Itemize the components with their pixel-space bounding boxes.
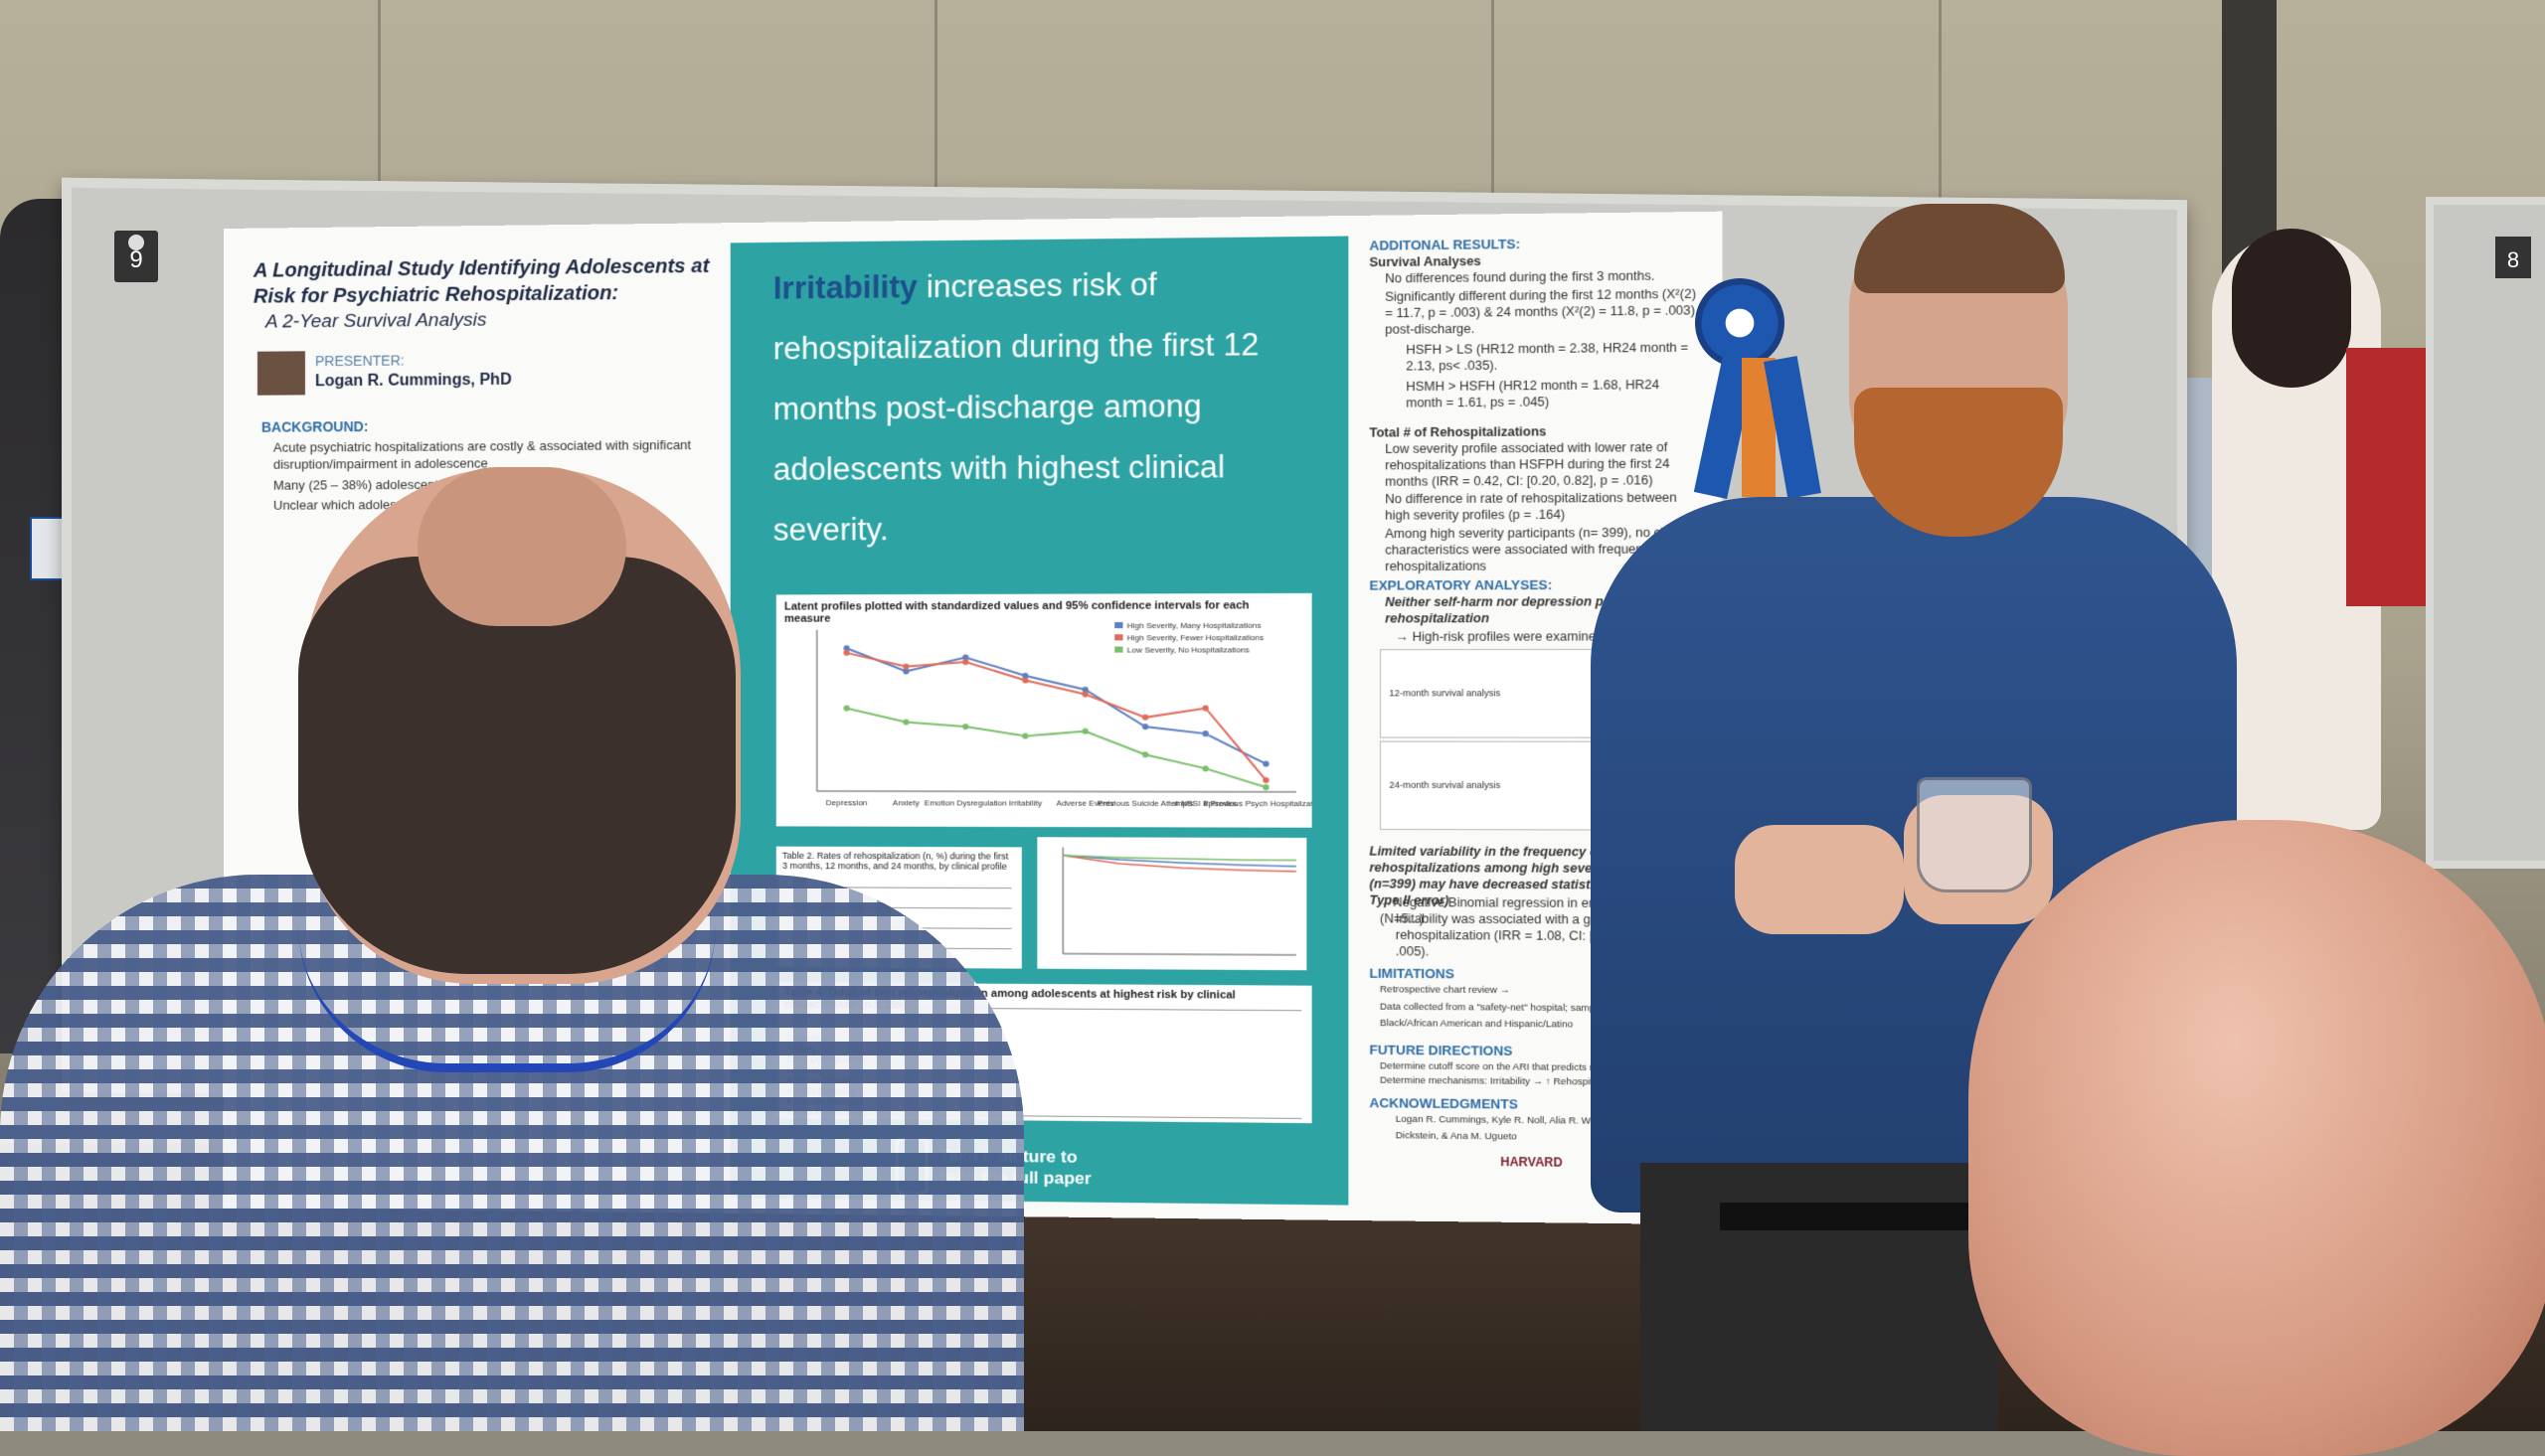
next-board-number: 8 <box>2495 237 2531 278</box>
background-person-hair <box>2232 229 2351 388</box>
background-person-red <box>2346 348 2426 606</box>
x-axis <box>817 791 1296 792</box>
latent-profile-figure: Latent profiles plotted with standardize… <box>776 593 1312 828</box>
legend-swatch <box>1114 647 1122 653</box>
legend-swatch <box>1114 634 1122 640</box>
key-finding-highlight: Irritability <box>773 269 918 306</box>
future-directions-heading: FUTURE DIRECTIONS <box>1369 1043 1512 1059</box>
survival-bullet: HSMH > HSFH (HR12 month = 1.68, HR24 mon… <box>1406 377 1690 411</box>
data-point <box>843 706 849 712</box>
series-line <box>847 648 1267 764</box>
exploratory-heading: EXPLORATORY ANALYSES: <box>1369 577 1552 593</box>
legend-swatch <box>1114 622 1122 628</box>
data-point <box>1263 784 1269 790</box>
data-point <box>843 650 849 656</box>
data-point <box>962 724 968 729</box>
presenter-hair <box>1854 204 2065 293</box>
key-finding-line-4: adolescents with highest clinical <box>773 449 1225 488</box>
data-point <box>1022 732 1028 738</box>
data-point <box>903 719 909 725</box>
table-2-caption: Table 2. Rates of rehospitalization (n, … <box>782 851 1016 872</box>
x-tick-label: Depression <box>826 798 868 807</box>
x-tick-label: Emotion Dysregulation <box>925 798 1007 807</box>
total-rehosp-heading: Total # of Rehospitalizations <box>1369 423 1546 441</box>
x-tick-label: Irritability <box>1009 798 1042 807</box>
board-number: 9 <box>129 246 142 273</box>
data-point <box>962 659 968 665</box>
presenter-name: Logan R. Cummings, PhD <box>315 372 512 392</box>
key-finding-text: increases risk of <box>927 266 1157 304</box>
x-tick-label: # Previous Psych Hospitalizations <box>1204 799 1312 808</box>
pushpin-icon <box>128 235 144 250</box>
total-bullet: Low severity profile associated with low… <box>1385 439 1701 490</box>
harvard-logo: HARVARD <box>1500 1154 1562 1171</box>
acknowledgments-heading: ACKNOWLEDGMENTS <box>1369 1095 1517 1112</box>
survival-curve-chart <box>1037 837 1306 970</box>
board-number-tag: 9 <box>114 231 158 282</box>
x-tick-label: Anxiety <box>893 798 920 807</box>
data-point <box>1263 761 1269 767</box>
limitations-heading: LIMITATIONS <box>1369 966 1453 982</box>
data-point <box>1203 730 1209 736</box>
legend-entry: High Severity, Many Hospitalizations <box>1127 621 1262 631</box>
data-point <box>1022 678 1028 684</box>
next-poster-board <box>2426 197 2545 869</box>
survival-bullet: Significantly different during the first… <box>1385 285 1701 337</box>
latent-profile-chart: Depression Anxiety Emotion Dysregulation Ir… <box>776 613 1312 827</box>
key-finding-line-3: months post-discharge among <box>773 389 1202 428</box>
data-point <box>1083 691 1089 697</box>
audience-member-bald-head <box>1968 820 2545 1456</box>
award-ribbon-rosette <box>1695 278 1784 368</box>
key-finding-line-5: severity. <box>773 512 889 549</box>
box-label: 24-month survival analysis <box>1389 777 1500 794</box>
poster-subtitle: A 2-Year Survival Analysis <box>265 309 486 333</box>
legend-entry: Low Severity, No Hospitalizations <box>1127 645 1250 654</box>
background-heading: BACKGROUND: <box>261 418 369 435</box>
data-point <box>903 664 909 670</box>
presenter-label: PRESENTER: <box>315 352 405 369</box>
balding-scalp <box>418 467 626 626</box>
presenter-hand <box>1735 825 1904 934</box>
data-point <box>1083 728 1089 734</box>
legend-entry: High Severity, Fewer Hospitalizations <box>1127 633 1265 642</box>
additional-results-heading: ADDITONAL RESULTS: <box>1369 237 1520 253</box>
box-label: 12-month survival analysis <box>1389 685 1500 702</box>
data-point <box>1142 751 1148 757</box>
key-finding-line-2: rehospitalization during the first 12 <box>773 327 1260 368</box>
data-point <box>1142 724 1148 729</box>
presenter-photo <box>257 351 305 395</box>
plastic-cup <box>1917 777 2032 892</box>
poster-title: A Longitudinal Study Identifying Adolesc… <box>254 253 715 310</box>
survival-curve-figure <box>1037 837 1306 970</box>
key-finding-line-1: Irritability increases risk of <box>773 266 1157 306</box>
data-point <box>1142 715 1148 721</box>
total-bullet: No difference in rate of rehospitalizati… <box>1385 489 1701 524</box>
survival-bullet: No differences found during the first 3 … <box>1385 267 1701 287</box>
data-point <box>1203 765 1209 771</box>
data-point <box>1263 777 1269 783</box>
presenter-belt <box>1720 1203 1978 1230</box>
data-point <box>1203 705 1209 711</box>
survival-bullet: HSFH > LS (HR12 month = 2.38, HR24 month… <box>1406 339 1690 374</box>
series-line <box>847 708 1267 787</box>
survival-heading: Survival Analyses <box>1369 253 1480 271</box>
